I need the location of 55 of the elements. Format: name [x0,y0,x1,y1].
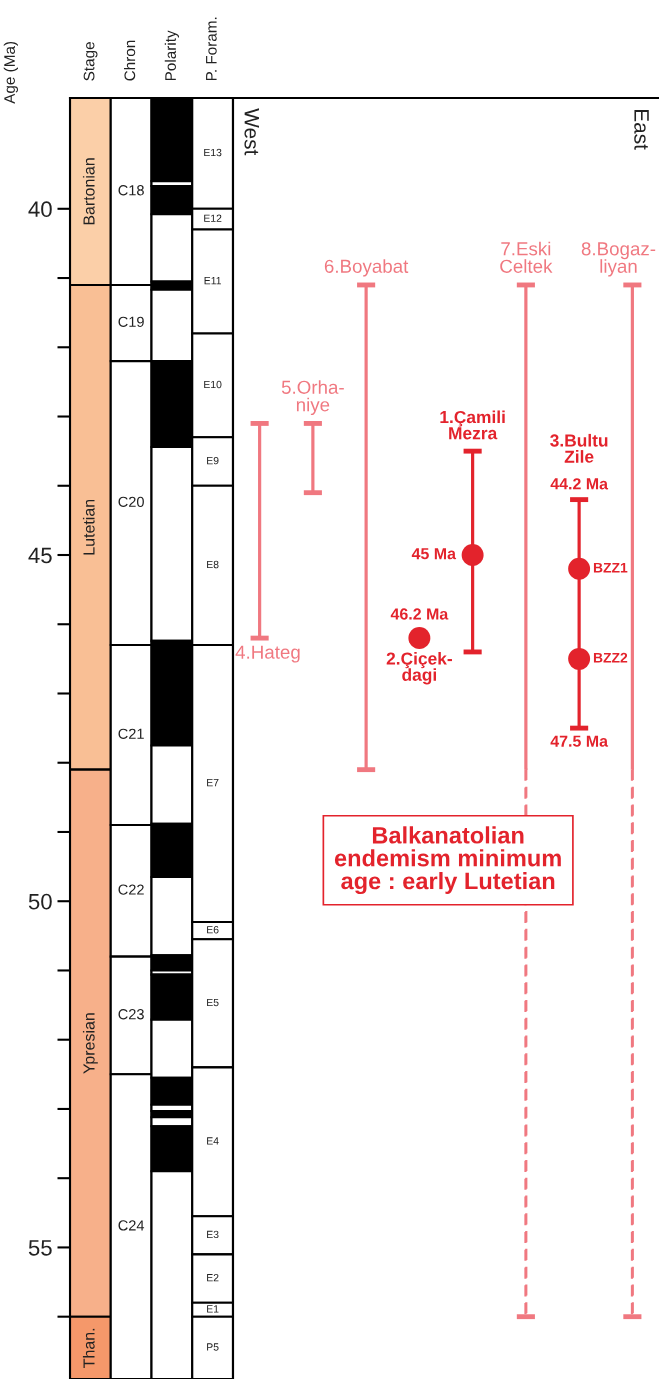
x-tick-label: 6.Boyabat [324,259,409,277]
series-label: E2 [207,1274,219,1282]
series-label: C23 [118,1009,144,1020]
series-label: Than. [82,1328,95,1368]
x-tick-label: 4.Hateg [235,645,300,663]
x-tick-label: 2.Çiçek- dagi [386,651,452,685]
annotation: 47.5 Ma [550,735,609,747]
data-label: BZZ1 [593,562,628,573]
x-tick-label: P. Foram. [206,17,217,81]
series-label: E1 [207,1305,219,1313]
x-tick-label: Polarity [164,30,179,81]
series-label: Bartonian [82,158,95,225]
series-label: Ypresian [82,1013,98,1074]
series-label: E10 [204,380,222,389]
series-label: E3 [207,1230,219,1239]
x-tick-label: Stage [83,42,98,81]
data-label: BZZ2 [593,652,628,663]
series-label: E12 [204,214,222,222]
x-tick-label: 7.Eski Celtek [500,241,553,273]
series-label: P5 [207,1343,219,1351]
y-tick-label: 55 [28,1240,52,1256]
series-label: Lutetian [82,499,95,555]
series-label: E5 [207,998,219,1007]
y-tick-label: 40 [28,201,52,218]
x-tick-label: 3.Bultu Zile [550,433,608,463]
point [408,627,431,650]
series-label: C20 [118,496,144,507]
point [568,647,591,670]
annotation: 44.2 Ma [550,478,609,490]
series-label: C21 [118,728,144,739]
y-tick-label: 50 [28,893,52,910]
series-label: E13 [204,148,222,157]
series-label: C24 [118,1220,145,1231]
series-label: E6 [207,926,219,934]
point [568,557,591,580]
x-tick-label: 1.Çamili Mezra [440,410,505,440]
series-label: C22 [118,884,144,895]
annotation: West [244,108,259,156]
x-tick-label: Chron [124,40,136,81]
x-tick-label: 5.Orha- niye [281,380,344,416]
y-tick-label: 45 [28,547,52,564]
series-label: E4 [207,1137,219,1145]
annotation: Balkanatolian endemism minimum age : early Lutetian [334,826,561,895]
series-label: E7 [207,779,219,787]
series-label: C18 [118,185,144,196]
series-label: C19 [118,316,144,327]
y-axis-title: Age (Ma) [3,41,18,104]
annotation: East [634,109,649,150]
series-label: E11 [204,277,221,285]
x-tick-label: 8.Bogaz- liyan [581,242,656,277]
series-label: E9 [207,456,219,465]
series-label: E8 [207,560,219,569]
point [461,544,484,566]
data-label: 45 Ma [411,548,457,560]
data-label: 46.2 Ma [390,608,449,620]
